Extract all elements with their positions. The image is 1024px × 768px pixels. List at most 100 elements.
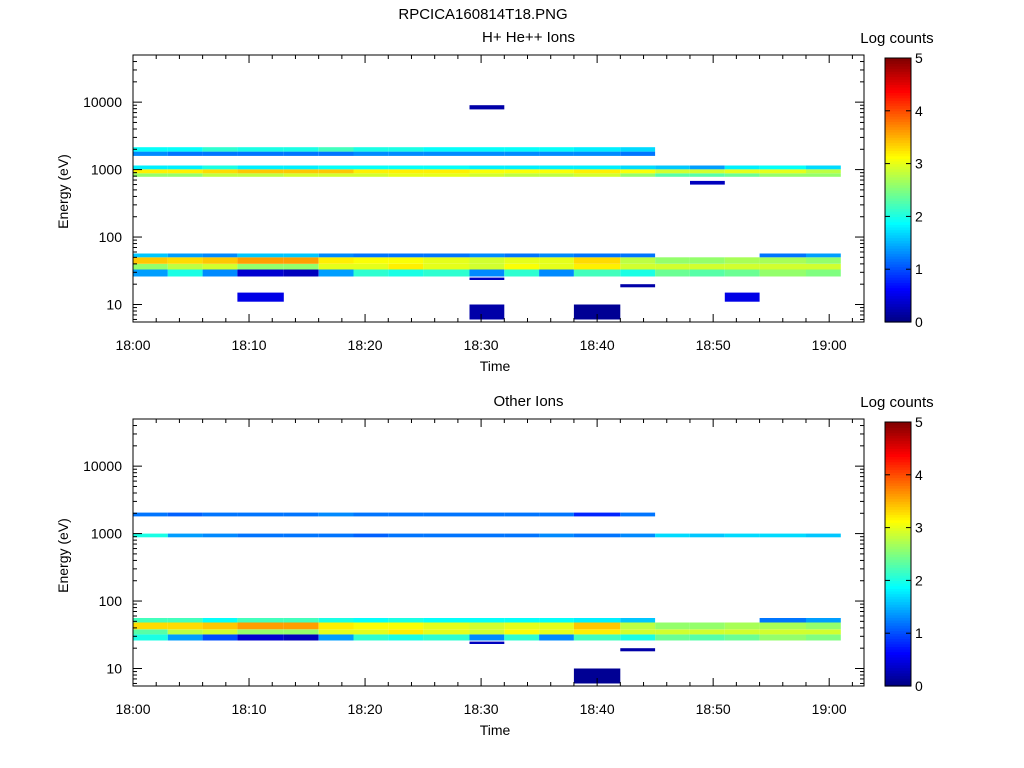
colorbar-segment	[885, 303, 911, 307]
heatmap-cell	[353, 257, 389, 264]
colorbar-segment	[885, 604, 911, 608]
heatmap-cell	[573, 618, 621, 623]
colorbar-segment	[885, 290, 911, 294]
colorbar-segment	[885, 612, 911, 616]
heatmap-cell	[318, 147, 354, 152]
heatmap-cell	[759, 257, 806, 264]
heatmap-block	[469, 105, 505, 110]
heatmap-cell	[353, 173, 389, 177]
colorbar-tick-label: 3	[915, 156, 923, 172]
colorbar-segment	[885, 670, 911, 674]
heatmap-cell	[806, 269, 841, 277]
heatmap-cell	[388, 253, 424, 258]
heatmap-block	[690, 180, 725, 185]
colorbar-segment	[885, 495, 911, 500]
heatmap-cell	[469, 147, 505, 152]
heatmap-cell	[388, 634, 424, 641]
heatmap-cell	[539, 257, 574, 264]
heatmap-cell	[167, 165, 203, 170]
colorbar-segment	[885, 287, 911, 291]
heatmap-cell	[318, 618, 354, 623]
colorbar-segment	[885, 277, 911, 281]
heatmap-cell	[573, 169, 621, 174]
colorbar-segment	[885, 445, 911, 449]
heatmap-cell	[655, 165, 690, 170]
colorbar-frame	[884, 421, 912, 687]
colorbar-segment	[885, 298, 911, 302]
heatmap-cell	[504, 629, 540, 635]
colorbar-segment	[885, 253, 911, 257]
colorbar-segment	[885, 532, 911, 537]
heatmap-cell	[423, 147, 470, 152]
colorbar-segment	[885, 160, 911, 165]
heatmap-cell	[539, 622, 574, 630]
heatmap-cell	[573, 634, 621, 641]
colorbar-segment	[885, 163, 911, 167]
heatmap-cell	[724, 263, 760, 270]
colorbar-segment	[885, 432, 911, 436]
colorbar-segment	[885, 150, 911, 154]
y-tick-label: 10	[106, 296, 122, 312]
colorbar-segment	[885, 266, 911, 270]
colorbar-segment	[885, 71, 911, 75]
heatmap-cell	[133, 165, 168, 170]
colorbar-segment	[885, 58, 911, 62]
colorbar-segment	[885, 598, 911, 603]
heatmap-cell	[318, 622, 354, 630]
colorbar-segment	[885, 530, 911, 534]
colorbar-segment	[885, 224, 911, 228]
heatmap-cell	[318, 263, 354, 270]
colorbar-segment	[885, 113, 911, 117]
heatmap-cell	[237, 165, 284, 170]
heatmap-cell	[353, 269, 389, 277]
heatmap-cell	[655, 269, 690, 277]
heatmap-block	[573, 304, 621, 320]
heatmap-cell	[504, 169, 540, 174]
colorbar-segment	[885, 129, 911, 133]
heatmap-cell	[283, 173, 319, 177]
colorbar-segment	[885, 142, 911, 146]
heatmap-cell	[202, 151, 238, 156]
colorbar-segment	[885, 216, 911, 220]
heatmap-cell	[759, 165, 806, 170]
heatmap-cell	[318, 257, 354, 264]
colorbar-tick-label: 1	[915, 625, 923, 641]
heatmap-cell	[573, 147, 621, 152]
heatmap-block	[469, 277, 505, 280]
colorbar-segment	[885, 651, 911, 655]
heatmap-cell	[724, 629, 760, 635]
colorbar-segment	[885, 110, 911, 115]
colorbar-segment	[885, 131, 911, 136]
colorbar-segment	[885, 282, 911, 286]
heatmap-cell	[353, 169, 389, 174]
heatmap-cell	[318, 512, 354, 517]
heatmap-cell	[806, 169, 841, 174]
colorbar-segment	[885, 314, 911, 318]
heatmap-cell	[573, 512, 621, 517]
heatmap-cell	[655, 263, 690, 270]
heatmap-cell	[573, 257, 621, 264]
heatmap-cell	[237, 618, 284, 623]
colorbar-segment	[885, 493, 911, 497]
heatmap-cell	[690, 269, 725, 277]
colorbar-segment	[885, 89, 911, 93]
heatmap-cell	[620, 629, 656, 635]
colorbar-segment	[885, 311, 911, 315]
colorbar-segment	[885, 137, 911, 141]
colorbar-segment	[885, 124, 911, 128]
heatmap-cell	[724, 622, 760, 630]
colorbar-segment	[885, 295, 911, 299]
heatmap-cell	[620, 253, 656, 258]
heatmap-cell	[388, 622, 424, 630]
heatmap-cell	[167, 263, 203, 270]
colorbar-segment	[885, 308, 911, 313]
colorbar-tick-label: 2	[915, 572, 923, 588]
colorbar-segment	[885, 234, 911, 239]
colorbar-segment	[885, 274, 911, 278]
heatmap-cell	[167, 622, 203, 630]
heatmap-cell	[237, 257, 284, 264]
heatmap-cell	[759, 618, 806, 623]
heatmap-cell	[690, 263, 725, 270]
colorbar-segment	[885, 614, 911, 618]
heatmap-cell	[504, 253, 540, 258]
